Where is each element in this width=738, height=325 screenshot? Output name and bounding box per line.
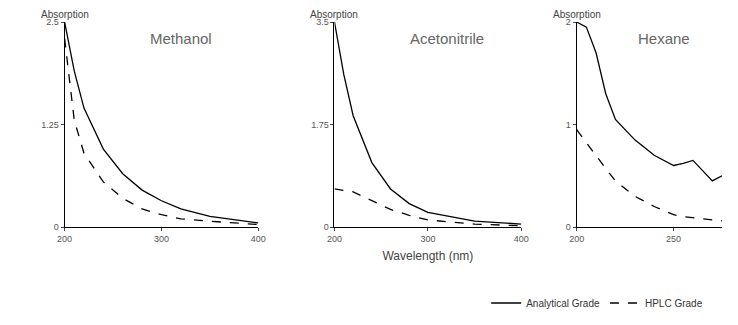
svg-text:300: 300 [420,234,435,244]
svg-text:1.25: 1.25 [41,120,59,130]
svg-text:Analytical Grade: Analytical Grade [526,298,600,309]
svg-text:0: 0 [324,222,329,232]
svg-text:250: 250 [666,234,681,244]
svg-text:Wavelength (nm): Wavelength (nm) [382,249,473,263]
svg-text:Acetonitrile: Acetonitrile [410,30,484,47]
svg-text:Absorption: Absorption [553,9,601,20]
svg-text:400: 400 [514,234,529,244]
svg-text:Methanol: Methanol [150,30,212,47]
svg-text:2: 2 [566,17,571,27]
svg-text:3.5: 3.5 [316,17,329,27]
svg-text:Hexane: Hexane [638,30,690,47]
svg-text:0: 0 [54,222,59,232]
svg-text:300: 300 [154,234,169,244]
svg-text:2.5: 2.5 [46,17,59,27]
svg-text:Absorption: Absorption [41,9,89,20]
svg-text:200: 200 [57,234,72,244]
svg-text:1.75: 1.75 [311,120,329,130]
svg-text:HPLC Grade: HPLC Grade [645,298,703,309]
svg-text:400: 400 [251,234,266,244]
svg-text:Absorption: Absorption [310,9,358,20]
svg-text:200: 200 [569,234,584,244]
svg-text:200: 200 [327,234,342,244]
svg-text:1: 1 [566,120,571,130]
svg-text:0: 0 [566,222,571,232]
